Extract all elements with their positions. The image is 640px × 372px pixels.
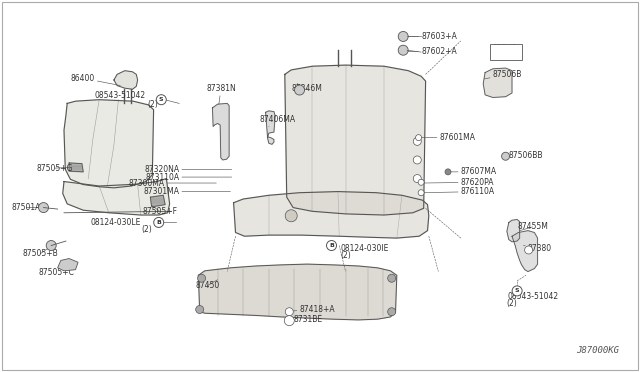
Text: 87455M: 87455M: [517, 222, 548, 231]
Text: 87320NA: 87320NA: [144, 165, 232, 174]
Text: B: B: [329, 243, 334, 248]
Circle shape: [46, 241, 56, 250]
Polygon shape: [266, 111, 275, 144]
Circle shape: [398, 45, 408, 55]
Circle shape: [413, 174, 421, 183]
Polygon shape: [198, 264, 397, 320]
Text: 87301MA: 87301MA: [143, 187, 230, 196]
Circle shape: [294, 85, 305, 95]
Polygon shape: [512, 231, 538, 272]
Text: 8731BE: 8731BE: [287, 315, 323, 324]
Text: 87620PA: 87620PA: [422, 178, 494, 187]
Text: 86400: 86400: [70, 74, 120, 86]
Circle shape: [398, 32, 408, 41]
Bar: [490, 44, 522, 60]
Circle shape: [326, 241, 337, 250]
Circle shape: [445, 169, 451, 175]
Text: 87501A: 87501A: [12, 203, 41, 212]
Circle shape: [525, 246, 532, 254]
Text: 87505+B: 87505+B: [22, 248, 58, 258]
Text: 87450: 87450: [195, 280, 220, 290]
Text: (2): (2): [142, 225, 152, 234]
Circle shape: [512, 286, 522, 296]
Polygon shape: [58, 259, 78, 271]
Text: S: S: [159, 97, 164, 102]
Text: 87602+A: 87602+A: [407, 47, 457, 56]
Text: 87505+C: 87505+C: [38, 264, 74, 277]
Circle shape: [502, 152, 509, 160]
Text: 873110A: 873110A: [145, 173, 232, 182]
Text: 87418+A: 87418+A: [291, 305, 335, 314]
Circle shape: [285, 210, 297, 222]
Polygon shape: [114, 71, 138, 89]
Text: 87506BB: 87506BB: [506, 151, 543, 160]
Text: 985H1: 985H1: [493, 44, 518, 53]
Text: 08124-030LE: 08124-030LE: [90, 218, 141, 227]
Polygon shape: [483, 68, 512, 97]
Circle shape: [38, 203, 49, 212]
Text: 87380: 87380: [524, 244, 552, 253]
Circle shape: [415, 135, 422, 141]
Polygon shape: [64, 100, 154, 188]
Polygon shape: [507, 219, 520, 242]
Text: J87000KG: J87000KG: [577, 346, 620, 355]
Polygon shape: [69, 163, 83, 172]
Text: 87601MA: 87601MA: [421, 133, 476, 142]
Circle shape: [418, 190, 424, 196]
Text: 08543-51042: 08543-51042: [95, 92, 146, 100]
Circle shape: [196, 305, 204, 314]
Text: S: S: [515, 288, 520, 294]
Circle shape: [285, 308, 293, 316]
Text: (2): (2): [340, 251, 351, 260]
Circle shape: [388, 274, 396, 282]
Circle shape: [154, 218, 164, 227]
Text: B: B: [156, 220, 161, 225]
Circle shape: [198, 274, 205, 282]
Text: (2): (2): [147, 100, 157, 109]
Polygon shape: [150, 195, 165, 207]
Circle shape: [156, 95, 166, 105]
Text: 87506B: 87506B: [484, 70, 522, 79]
Text: 87607MA: 87607MA: [450, 167, 497, 176]
Text: 87381N: 87381N: [206, 84, 236, 104]
Text: 87406MA: 87406MA: [259, 115, 295, 126]
Text: 87603+A: 87603+A: [407, 32, 457, 41]
Text: 876110A: 876110A: [422, 187, 495, 196]
Circle shape: [418, 179, 424, 185]
Text: 87505+F: 87505+F: [142, 205, 177, 216]
Polygon shape: [212, 103, 229, 160]
Circle shape: [284, 316, 294, 326]
Circle shape: [413, 137, 421, 145]
Circle shape: [388, 308, 396, 316]
Polygon shape: [234, 192, 429, 238]
Text: 08543-51042: 08543-51042: [508, 292, 559, 301]
Text: 87346M: 87346M: [292, 84, 323, 93]
Text: (2): (2): [507, 299, 517, 308]
Polygon shape: [285, 65, 426, 215]
Text: 87505+G: 87505+G: [36, 164, 73, 173]
Circle shape: [413, 156, 421, 164]
Polygon shape: [63, 179, 170, 215]
Text: 08124-030IE: 08124-030IE: [340, 244, 389, 253]
Text: 87300MA: 87300MA: [129, 179, 216, 187]
